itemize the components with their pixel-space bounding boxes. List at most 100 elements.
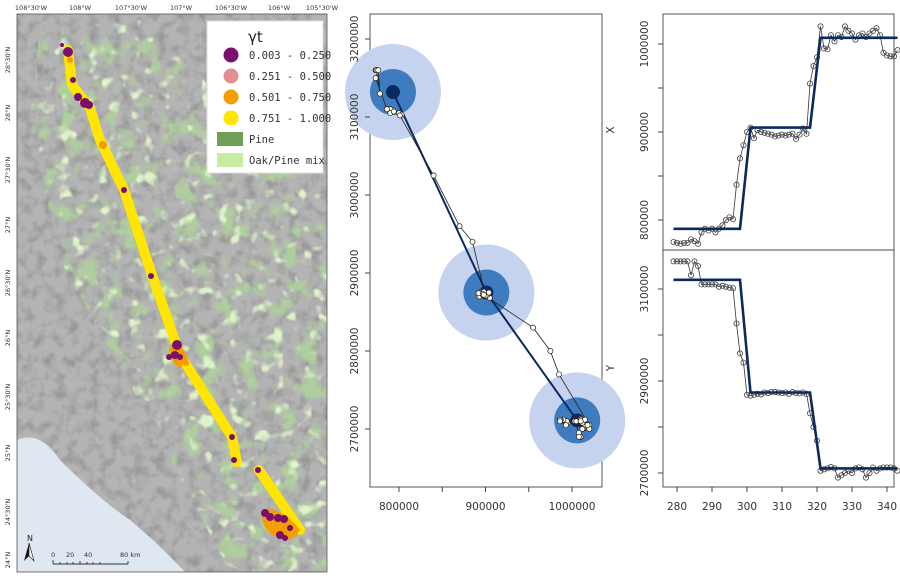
time-series-panels: 800000 900000 1000000 2700000 2900000 3100000… xyxy=(639,13,900,513)
y-tick-label: 2900000 xyxy=(349,250,361,297)
longitude-label: 106°W xyxy=(268,4,291,12)
gamma-point xyxy=(85,101,93,109)
x-tick-label: 900000 xyxy=(465,501,505,513)
gamma-point xyxy=(172,340,182,350)
longitude-label: 108°W xyxy=(69,4,92,12)
observed-location xyxy=(377,90,383,97)
longitude-label: 107°30'W xyxy=(115,4,148,12)
observed-location xyxy=(584,422,591,429)
observed-point xyxy=(775,132,782,139)
legend-label: 0.751 - 1.000 xyxy=(249,113,331,125)
observed-point xyxy=(681,258,688,265)
gamma-point xyxy=(89,116,97,124)
y-series-frame xyxy=(662,249,895,488)
scale-bar: 0 20 40 80 km xyxy=(51,551,140,565)
legend-swatch-circle xyxy=(223,47,239,63)
observed-point xyxy=(684,258,691,265)
legend-swatch-rect xyxy=(217,132,243,146)
observed-point xyxy=(849,30,856,37)
map-frame xyxy=(16,13,328,573)
map-panel: 108°30'W 108°W 107°30'W 107°W 106°30'W 106°W 1… xyxy=(4,4,339,573)
observed-point xyxy=(705,281,712,288)
observed-point xyxy=(733,181,740,188)
latitude-label: 27°N xyxy=(4,217,12,234)
y-tick-label: 3100000 xyxy=(349,94,361,141)
observed-location xyxy=(486,289,492,296)
north-arrow-icon xyxy=(24,543,29,561)
observed-point xyxy=(691,258,698,265)
observed-point xyxy=(744,391,751,398)
observed-location xyxy=(372,75,379,81)
observed-location xyxy=(530,324,537,331)
latitude-label: 27°30'N xyxy=(4,157,12,184)
legend-label: 0.251 - 0.500 xyxy=(249,71,331,83)
gamma-point xyxy=(113,173,121,181)
y-tick-label: 2700000 xyxy=(349,406,361,453)
y-tick-label: 2700000 xyxy=(639,450,651,497)
gamma-point xyxy=(231,457,237,463)
legend-title: γt xyxy=(248,28,263,46)
north-label: N xyxy=(27,534,33,543)
scale-label-40: 40 xyxy=(84,551,92,559)
gamma-point xyxy=(229,434,235,440)
observed-point xyxy=(688,236,695,243)
gamma-point xyxy=(280,515,288,523)
x-tick-label: 290 xyxy=(702,501,722,513)
fitted-step-line xyxy=(673,36,898,231)
observed-point xyxy=(758,128,765,135)
gamma-point xyxy=(121,187,127,193)
observed-point xyxy=(824,46,831,53)
observed-location xyxy=(469,238,476,245)
gamma-point xyxy=(276,531,284,539)
track-plot: 800000 900000 1000000 2700000 2800000 2900000… xyxy=(344,13,626,513)
y-tick-label: 2800000 xyxy=(349,328,361,375)
legend-label: Pine xyxy=(249,134,274,146)
legend-swatch-circle xyxy=(223,68,239,84)
observed-point xyxy=(674,258,681,265)
legend-label: 0.003 - 0.250 xyxy=(249,50,331,62)
legend-swatch-circle xyxy=(223,110,239,126)
observed-point xyxy=(779,131,786,138)
observed-point xyxy=(730,216,737,223)
observed-location xyxy=(396,112,403,119)
y-tick-label: 1000000 xyxy=(639,21,651,68)
observed-point xyxy=(782,132,789,139)
observed-point xyxy=(737,155,744,162)
observed-point xyxy=(772,133,779,140)
observed-point xyxy=(863,474,870,481)
observed-point xyxy=(849,469,856,476)
latitude-label: 28°N xyxy=(4,105,12,122)
longitude-label: 108°30'W xyxy=(15,4,48,12)
longitude-label: 105°30'W xyxy=(306,4,339,12)
x-panel-label: X xyxy=(605,126,617,133)
latitude-labels: 28°30'N 28°N 27°30'N 27°N 26°30'N 26°N 25°30'N… xyxy=(4,47,12,569)
observed-location xyxy=(383,106,390,113)
corridor-path xyxy=(254,465,305,535)
x-tick-label: 320 xyxy=(807,501,827,513)
y-tick-label: 3100000 xyxy=(639,266,651,313)
observed-point xyxy=(894,47,900,54)
gamma-point xyxy=(74,93,82,101)
observed-point xyxy=(891,53,898,60)
observed-location xyxy=(579,426,586,432)
observed-point xyxy=(698,281,705,288)
observed-point xyxy=(677,240,684,247)
gamma-point xyxy=(99,141,107,149)
gamma-point xyxy=(274,514,282,522)
observed-point xyxy=(793,136,800,143)
observed-point xyxy=(709,281,716,288)
observed-point xyxy=(740,142,747,149)
y-tick-label: 900000 xyxy=(639,112,651,152)
observed-point xyxy=(796,131,803,138)
observed-point xyxy=(765,130,772,137)
observed-point xyxy=(695,240,702,247)
observed-point xyxy=(789,130,796,137)
gamma-point xyxy=(255,467,261,473)
observed-point xyxy=(670,258,677,265)
legend-label: Oak/Pine mix xyxy=(249,155,325,167)
observed-point xyxy=(695,262,702,269)
longitude-label: 107°W xyxy=(170,4,193,12)
observed-point xyxy=(733,320,740,327)
observed-point xyxy=(768,131,775,138)
x-tick-label: 310 xyxy=(772,501,792,513)
